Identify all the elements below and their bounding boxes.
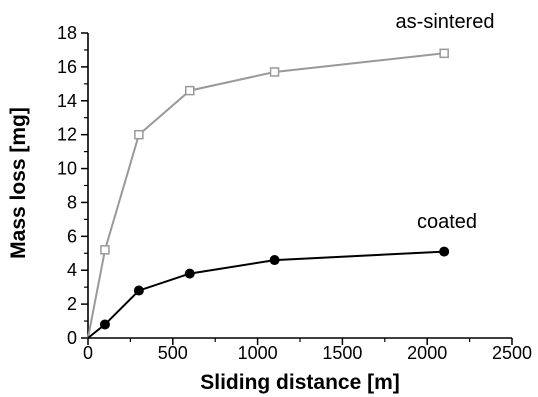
y-tick-label: 2 (67, 294, 77, 314)
series-as-sintered: as-sintered (87, 11, 495, 339)
y-tick-label: 8 (67, 192, 77, 212)
y-tick-label: 4 (67, 260, 77, 280)
x-tick-label: 500 (158, 343, 188, 363)
data-point (99, 319, 110, 330)
data-point (439, 48, 449, 59)
data-point (269, 255, 280, 266)
y-tick-label: 10 (57, 159, 77, 179)
x-axis-title: Sliding distance [m] (200, 371, 400, 394)
y-tick-label: 6 (67, 226, 77, 246)
data-point (184, 268, 195, 279)
x-tick-label: 1500 (322, 343, 362, 363)
series-coated: coated (87, 211, 477, 339)
axes: 0 500 1000 1500 2000 2500 0 2 4 6 8 10 12 14 16 18 (57, 23, 532, 363)
y-tick-label: 16 (57, 57, 77, 77)
x-tick-label: 2500 (492, 343, 532, 363)
x-tick-label: 0 (83, 343, 93, 363)
data-point (133, 285, 144, 296)
y-tick-label: 14 (57, 91, 77, 111)
y-tick-label: 0 (67, 328, 77, 348)
series-layer: as-sintered coated (87, 11, 495, 339)
data-point (185, 85, 195, 96)
data-point (100, 245, 110, 255)
y-axis-title: Mass loss [mg] (7, 107, 30, 259)
x-tick-label: 2000 (407, 343, 447, 363)
data-point (134, 129, 144, 140)
series-label: coated (417, 211, 477, 233)
data-point (439, 246, 450, 257)
series-line (87, 52, 445, 339)
y-tick-label: 12 (57, 125, 77, 145)
x-tick-label: 1000 (238, 343, 278, 363)
series-label: as-sintered (396, 11, 495, 33)
data-point (269, 67, 280, 77)
y-tick-label: 18 (57, 23, 77, 43)
